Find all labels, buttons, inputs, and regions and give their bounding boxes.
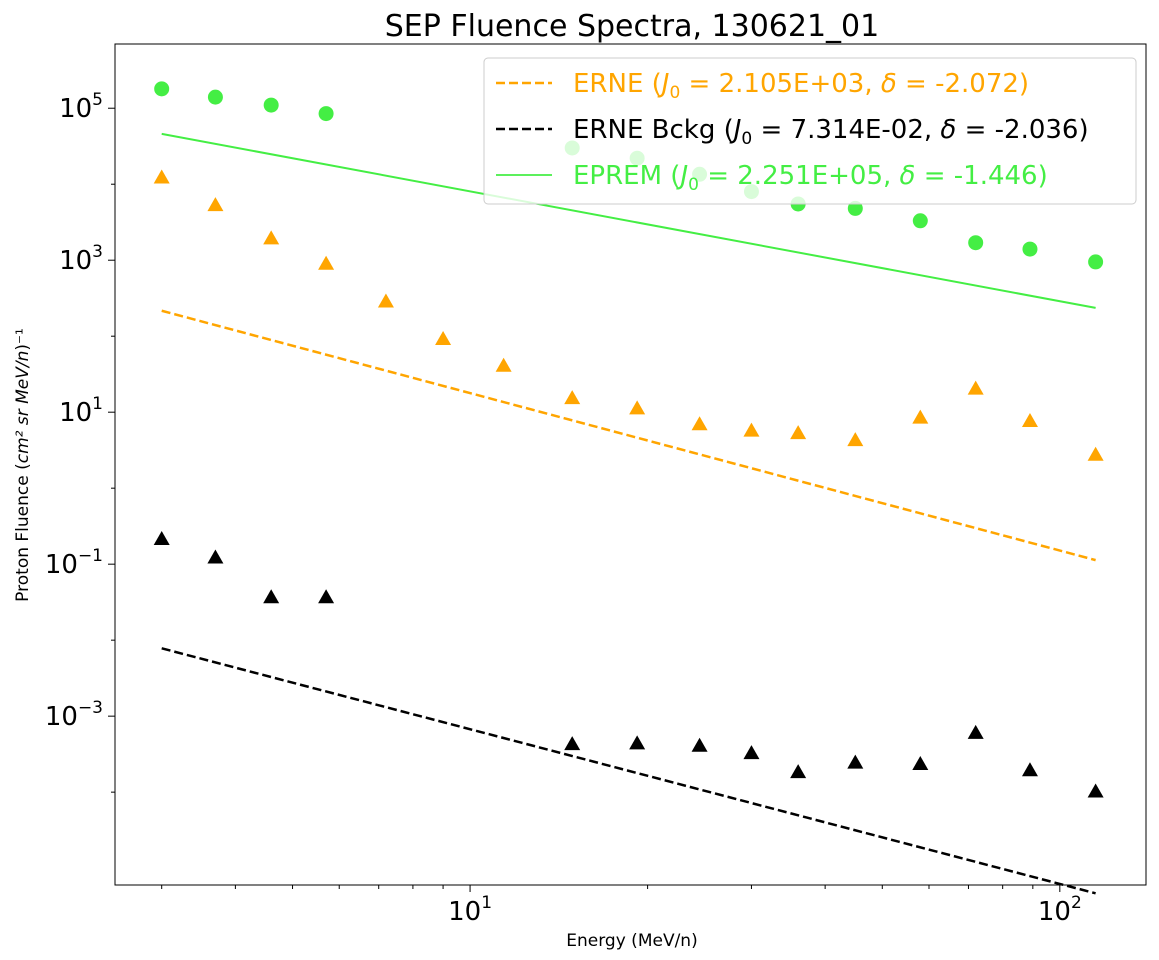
data-point-2-3 (318, 106, 334, 122)
data-point-0-11 (790, 425, 807, 440)
data-point-1-3 (318, 589, 335, 604)
data-point-0-14 (967, 380, 984, 395)
data-point-0-10 (743, 422, 760, 437)
data-point-1-13 (1087, 783, 1104, 798)
data-point-2-11 (968, 235, 984, 251)
data-point-0-1 (207, 197, 224, 212)
legend-label-1: ERNE Bckg (J0 = 7.314E-02, δ = -2.036) (573, 115, 1089, 149)
y-tick-label-3: 103 (59, 242, 103, 276)
data-point-2-9 (847, 200, 863, 216)
data-point-2-12 (1022, 241, 1038, 257)
legend: ERNE (J0 = 2.105E+03, δ = -2.072) ERNE Bc… (483, 57, 1137, 205)
y-axis-label: Proton Fluence (cm² sr MeV/n)⁻¹ (13, 328, 33, 602)
fit-line-1 (161, 647, 1096, 895)
plot-frame (114, 43, 1147, 886)
data-point-2-10 (912, 213, 928, 229)
data-point-2-0 (154, 81, 170, 97)
data-point-0-9 (691, 416, 708, 431)
data-point-1-11 (967, 724, 984, 739)
data-point-2-1 (207, 89, 223, 105)
y-tick-label-0: 10−3 (45, 698, 103, 732)
axis-ticks: 101 102 10−3 10−1 101 103 105 (45, 90, 1082, 927)
data-point-0-3 (318, 255, 335, 270)
data-point-1-2 (263, 589, 280, 604)
data-point-1-7 (743, 745, 760, 760)
data-point-2-13 (1088, 254, 1104, 270)
legend-label-0: ERNE (J0 = 2.105E+03, δ = -2.072) (573, 69, 1029, 103)
y-axis-label-prefix: Proton Fluence ( (13, 463, 33, 602)
y-axis-label-suffix: )⁻¹ (13, 328, 33, 350)
data-point-0-12 (847, 432, 864, 447)
data-point-0-13 (912, 409, 929, 424)
fit-line-0 (161, 309, 1096, 562)
data-point-1-4 (564, 736, 581, 751)
x-tick-label-1: 102 (1038, 893, 1082, 927)
data-point-1-6 (691, 737, 708, 752)
data-point-0-5 (435, 330, 452, 345)
fit-line-2 (161, 132, 1096, 309)
plot-area (114, 43, 1147, 895)
y-tick-label-4: 105 (59, 90, 103, 124)
data-point-1-5 (629, 735, 646, 750)
legend-box (483, 57, 1137, 205)
x-axis-label: Energy (MeV/n) (566, 931, 697, 951)
data-point-1-12 (1021, 762, 1038, 777)
data-point-1-10 (912, 755, 929, 770)
data-point-1-0 (153, 531, 170, 546)
data-point-0-2 (263, 230, 280, 245)
x-tick-label-0: 101 (448, 893, 492, 927)
y-tick-label-2: 101 (59, 394, 103, 428)
y-axis-label-units: cm² sr MeV/n (13, 351, 33, 464)
chart-title: SEP Fluence Spectra, 130621_01 (385, 9, 879, 44)
data-point-0-16 (1087, 446, 1104, 461)
data-point-1-8 (790, 764, 807, 779)
y-tick-label-1: 10−1 (45, 546, 103, 580)
data-point-0-4 (377, 293, 394, 308)
data-point-0-7 (564, 390, 581, 405)
data-point-1-9 (847, 754, 864, 769)
data-point-0-0 (153, 169, 170, 184)
data-point-2-2 (263, 97, 279, 113)
data-point-1-1 (207, 549, 224, 564)
data-point-0-15 (1021, 413, 1038, 428)
data-point-0-6 (495, 357, 512, 372)
legend-label-2: EPREM (J0 = 2.251E+05, δ = -1.446) (573, 161, 1048, 195)
data-point-0-8 (629, 400, 646, 415)
